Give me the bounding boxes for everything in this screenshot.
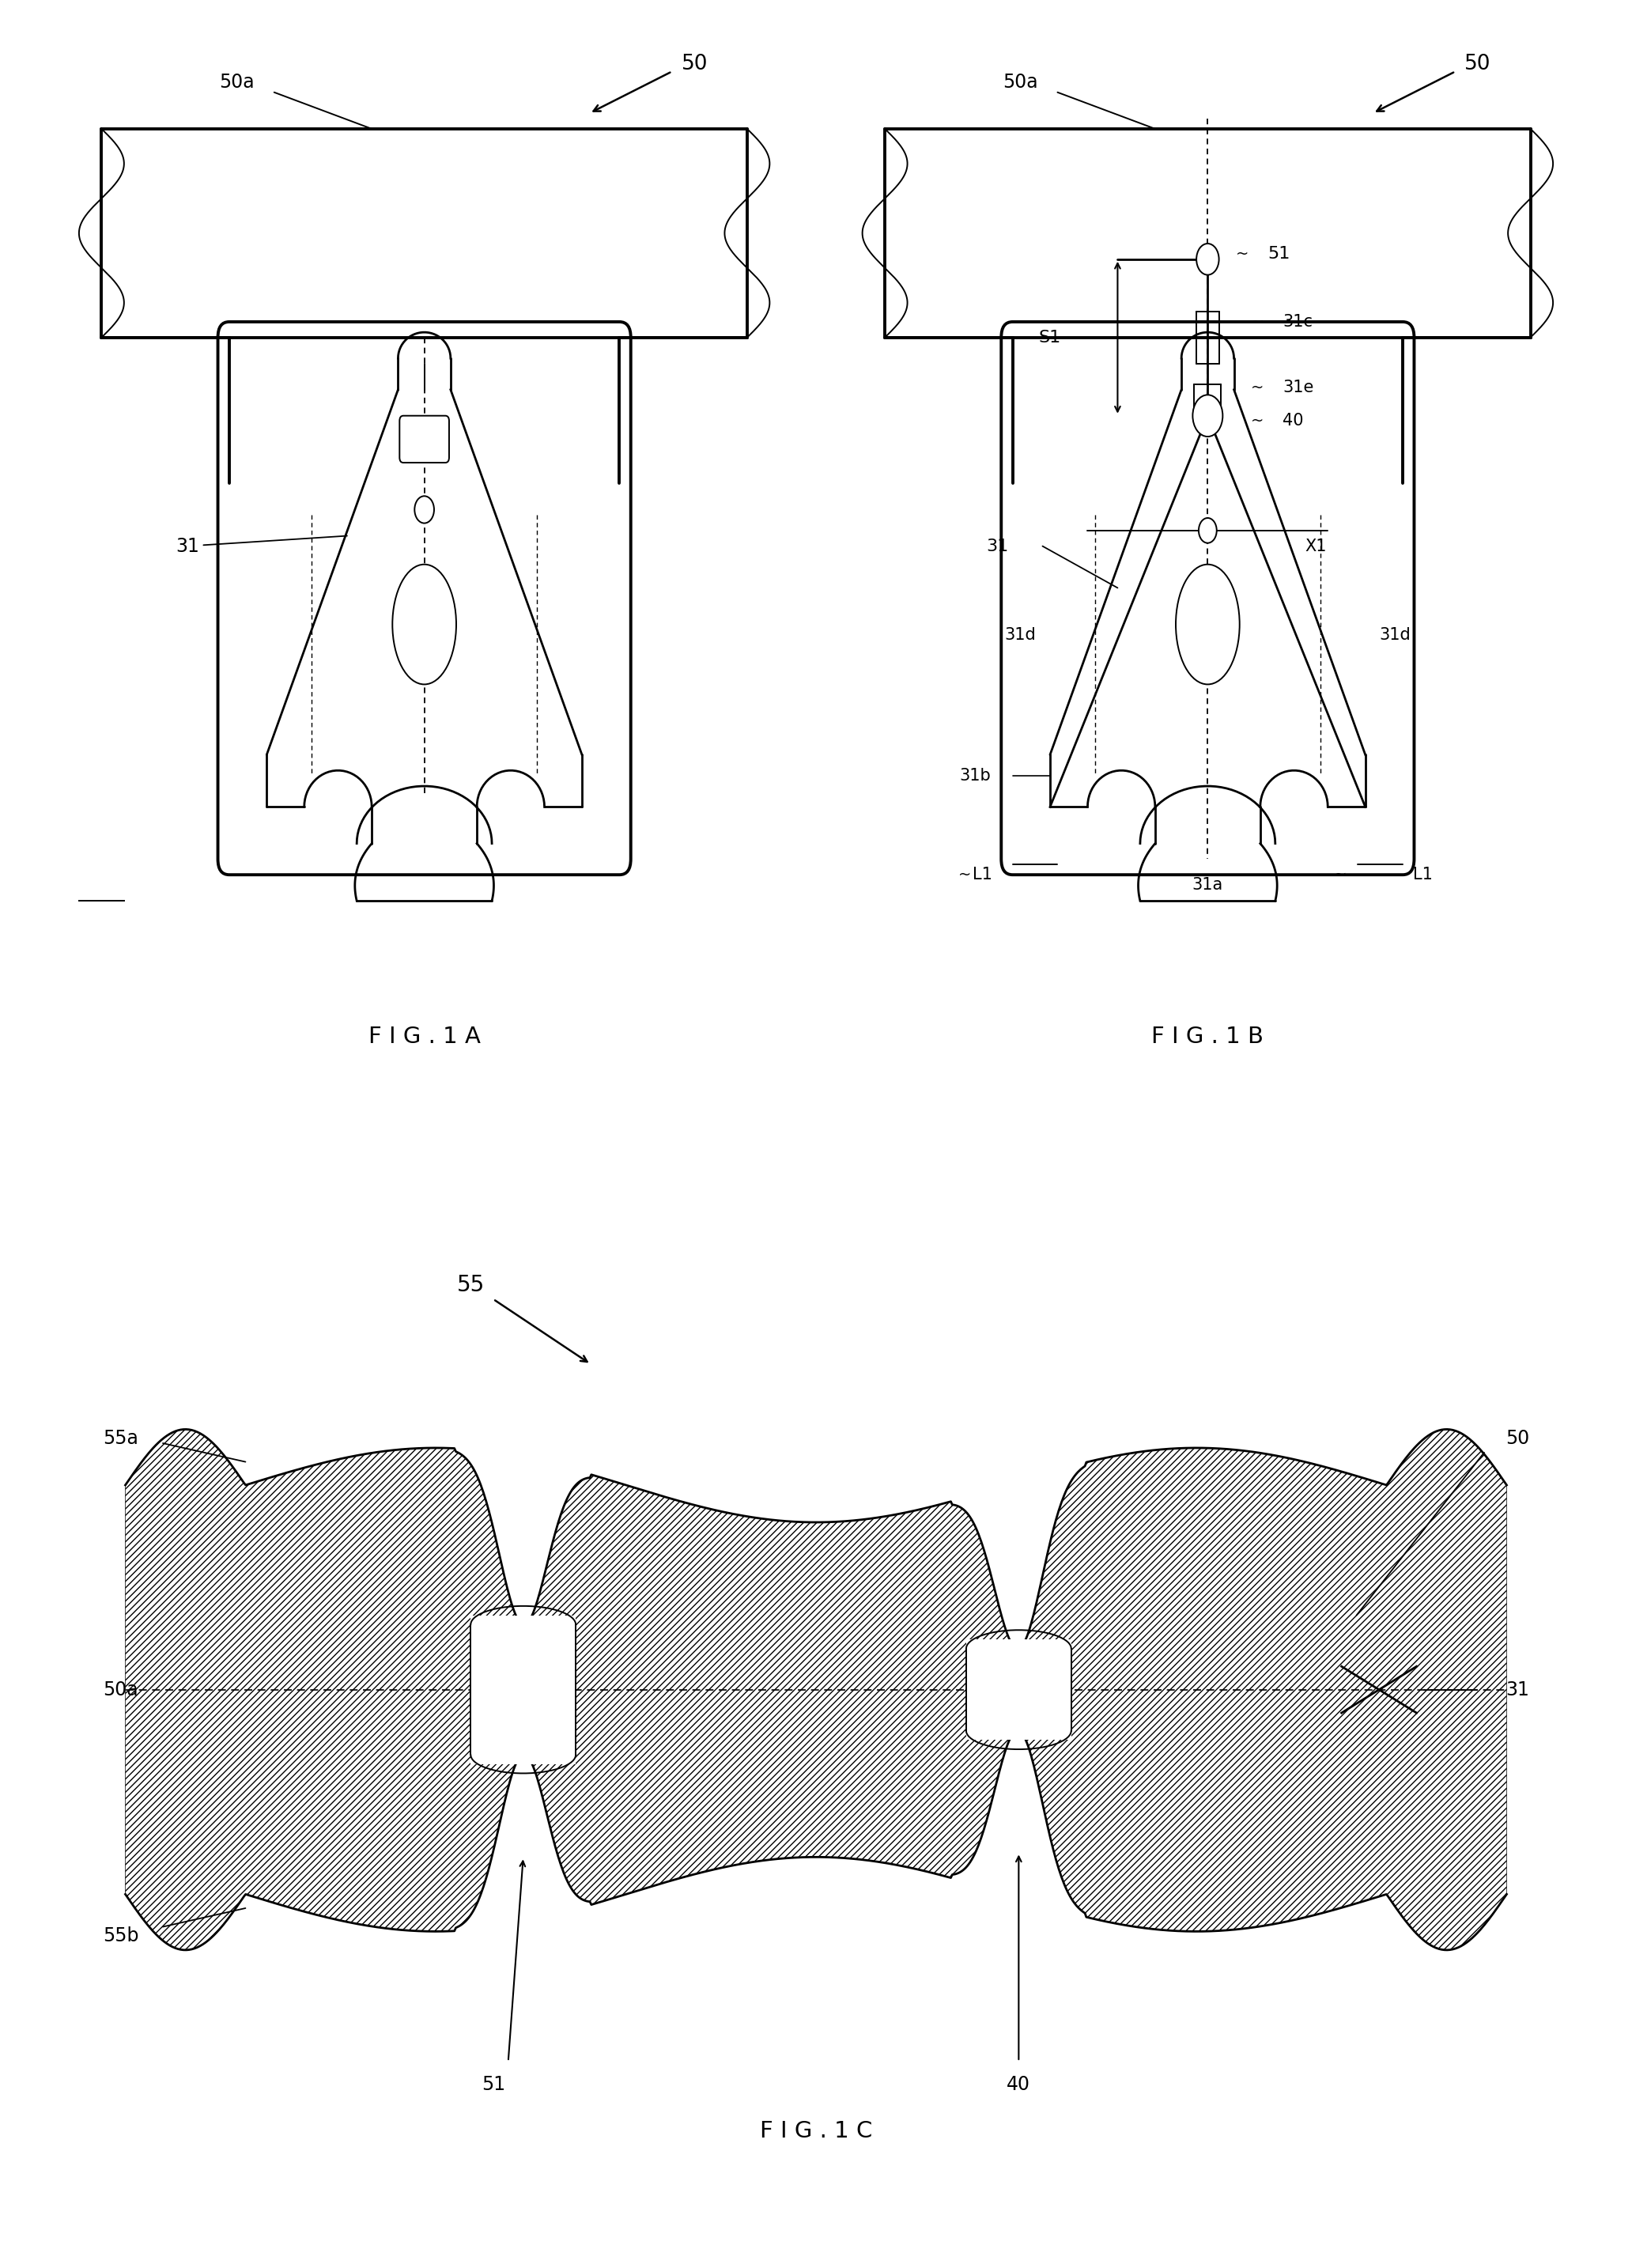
Circle shape	[1196, 243, 1219, 274]
Text: 31: 31	[986, 538, 1009, 553]
Text: ~: ~	[1333, 866, 1346, 882]
Polygon shape	[470, 1615, 576, 1765]
FancyBboxPatch shape	[1002, 322, 1413, 875]
Circle shape	[415, 497, 434, 524]
Circle shape	[1193, 395, 1222, 438]
FancyBboxPatch shape	[400, 415, 449, 463]
Text: 31d: 31d	[1004, 626, 1036, 642]
Text: ~: ~	[1252, 413, 1263, 429]
Text: ~: ~	[1252, 381, 1263, 395]
Text: 51: 51	[481, 2075, 504, 2093]
Text: 40: 40	[1283, 413, 1304, 429]
Text: 50a: 50a	[103, 1681, 139, 1699]
Ellipse shape	[1175, 565, 1240, 685]
Text: 31: 31	[1506, 1681, 1529, 1699]
Polygon shape	[966, 1640, 1071, 1740]
Text: 50: 50	[681, 54, 708, 75]
Text: ~: ~	[1235, 247, 1248, 261]
Polygon shape	[126, 1429, 1506, 1950]
Text: 55: 55	[457, 1275, 485, 1297]
Text: 31c: 31c	[1283, 313, 1312, 329]
Ellipse shape	[392, 565, 457, 685]
Text: ~: ~	[958, 866, 971, 882]
Circle shape	[1198, 517, 1217, 542]
Text: 31e: 31e	[1283, 379, 1314, 395]
Text: S1: S1	[1040, 329, 1061, 345]
Text: L1: L1	[1413, 866, 1433, 882]
Text: 31d: 31d	[1379, 626, 1412, 642]
Text: F I G . 1 B: F I G . 1 B	[1152, 1025, 1263, 1048]
Text: F I G . 1 C: F I G . 1 C	[761, 2121, 871, 2143]
Text: 31: 31	[176, 535, 348, 556]
Text: L1: L1	[973, 866, 992, 882]
Text: 31a: 31a	[1191, 878, 1224, 894]
Text: X1: X1	[1306, 538, 1327, 553]
Text: ~: ~	[1252, 315, 1263, 329]
Text: 50: 50	[1505, 1429, 1529, 1447]
Text: 50: 50	[1464, 54, 1492, 75]
Text: 40: 40	[1007, 2075, 1030, 2093]
Text: 50a: 50a	[1002, 73, 1038, 91]
Text: 51: 51	[1268, 247, 1291, 261]
Text: F I G . 1 A: F I G . 1 A	[369, 1025, 480, 1048]
Text: 55b: 55b	[103, 1926, 139, 1946]
Text: 31b: 31b	[960, 769, 991, 782]
Text: 50a: 50a	[219, 73, 255, 91]
Text: 55a: 55a	[103, 1429, 139, 1447]
FancyBboxPatch shape	[217, 322, 630, 875]
